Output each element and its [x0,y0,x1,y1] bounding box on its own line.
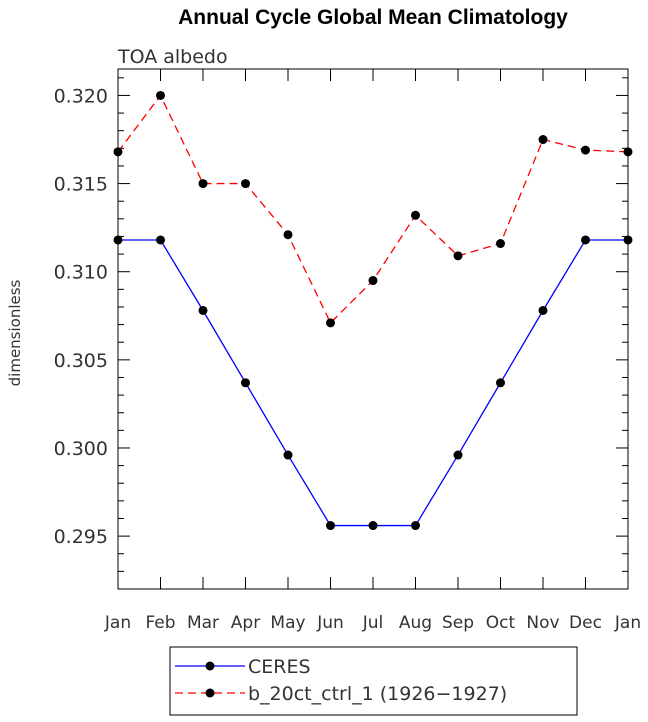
data-point [241,378,250,388]
y-tick-label: 0.305 [54,350,108,372]
x-tick-label: Feb [145,613,175,633]
y-axis-label: dimensionless [6,279,24,386]
data-point [411,210,420,220]
data-point [623,235,633,245]
x-tick-label: Jun [316,613,344,633]
data-point [453,450,463,460]
data-point [368,276,378,286]
data-point [283,230,293,240]
data-point [198,305,208,315]
x-tick-label: Mar [187,613,219,633]
chart-subtitle: TOA albedo [117,46,228,68]
x-tick-label: Dec [569,613,602,633]
x-tick-label: Jan [104,613,131,633]
data-point [113,235,123,245]
data-point [156,235,165,245]
y-tick-label: 0.315 [54,174,108,196]
data-point [453,251,463,261]
x-tick-label: Jan [614,613,641,633]
x-tick-label: May [270,613,305,633]
x-tick-label: Aug [399,613,432,633]
plot-frame [117,68,629,590]
data-point [326,521,335,531]
y-tick-label: 0.320 [54,85,108,107]
data-point [496,378,505,388]
series-group [113,90,633,531]
data-point [368,521,378,531]
data-point [496,239,505,249]
x-tick-label: Apr [231,613,260,633]
legend-marker [205,661,215,671]
axes: 0.295 0.300 0.305 0.310 0.315 0.320 Jan Feb Mar A… [54,69,641,633]
data-point [113,147,123,157]
x-tick-label: Nov [526,613,559,633]
y-tick-label: 0.300 [54,438,108,460]
y-tick-label: 0.295 [54,526,108,548]
series-2 [113,90,633,328]
data-point [581,235,590,245]
legend: CERES b_20ct_ctrl_1 (1926−1927) [169,646,578,716]
legend-box [169,646,578,716]
legend-label: CERES [248,656,311,678]
data-point [156,90,165,100]
data-point [538,135,548,145]
data-point [581,145,590,155]
data-point [283,450,293,460]
x-tick-label: Sep [442,613,474,633]
data-point [241,179,250,189]
data-point [326,318,335,328]
x-tick-label: Jul [362,613,384,633]
data-point [623,147,633,157]
legend-marker [205,688,215,698]
series-line [117,94,629,324]
data-point [411,521,420,531]
x-tick-label: Oct [486,613,516,633]
chart-title: Annual Cycle Global Mean Climatology [178,6,568,29]
legend-label: b_20ct_ctrl_1 (1926−1927) [248,683,507,705]
data-point [538,305,548,315]
series-1 [113,235,633,531]
y-tick-label: 0.310 [54,262,108,284]
data-point [198,179,208,189]
